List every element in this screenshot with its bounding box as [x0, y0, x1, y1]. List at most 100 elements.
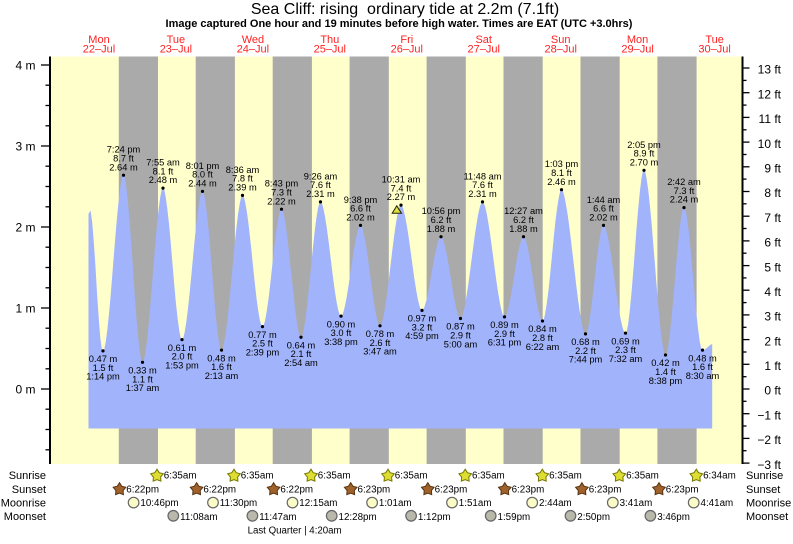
svg-text:0.61 m: 0.61 m [168, 343, 197, 353]
svg-text:28–Jul: 28–Jul [544, 44, 576, 56]
svg-text:2.31 m: 2.31 m [306, 189, 335, 199]
svg-text:Wed: Wed [242, 34, 264, 46]
svg-text:6.6 ft: 6.6 ft [593, 204, 614, 214]
svg-text:11 ft: 11 ft [759, 112, 782, 126]
svg-text:1:14 pm: 1:14 pm [86, 372, 120, 382]
svg-text:2.02 m: 2.02 m [346, 213, 375, 223]
svg-text:5 ft: 5 ft [764, 260, 781, 274]
svg-text:2.6 ft: 2.6 ft [370, 338, 391, 348]
svg-text:29–Jul: 29–Jul [621, 44, 653, 56]
svg-text:6:35am: 6:35am [395, 471, 428, 482]
svg-text:3.0 ft: 3.0 ft [331, 328, 352, 338]
svg-text:Fri: Fri [400, 34, 413, 46]
svg-text:1:59pm: 1:59pm [498, 512, 531, 523]
svg-text:12 ft: 12 ft [758, 87, 782, 101]
svg-text:6:23pm: 6:23pm [435, 485, 468, 496]
svg-text:1:44 am: 1:44 am [587, 195, 621, 205]
svg-text:7 ft: 7 ft [764, 211, 781, 225]
svg-text:2.44 m: 2.44 m [188, 179, 217, 189]
svg-text:8.1 ft: 8.1 ft [551, 168, 572, 178]
svg-text:7.3 ft: 7.3 ft [674, 186, 695, 196]
svg-text:8.0 ft: 8.0 ft [192, 170, 213, 180]
svg-text:8.9 ft: 8.9 ft [634, 149, 655, 159]
svg-text:12:28pm: 12:28pm [339, 512, 377, 523]
svg-text:1:51am: 1:51am [459, 498, 492, 509]
svg-text:11:48 am: 11:48 am [463, 171, 501, 181]
svg-text:3:41am: 3:41am [620, 498, 653, 509]
svg-text:6.2 ft: 6.2 ft [513, 215, 534, 225]
svg-text:10:31 am: 10:31 am [382, 175, 421, 185]
svg-text:4:59 pm: 4:59 pm [405, 331, 439, 341]
svg-text:7:44 pm: 7:44 pm [569, 355, 603, 365]
svg-text:6:35am: 6:35am [626, 471, 659, 482]
svg-text:Sun: Sun [551, 34, 571, 46]
svg-text:10:46pm: 10:46pm [140, 498, 178, 509]
svg-text:Sea Cliff: rising ordinary ti: Sea Cliff: rising ordinary tide at 2.2m … [251, 1, 559, 18]
svg-text:1:53 pm: 1:53 pm [165, 360, 199, 370]
svg-text:24–Jul: 24–Jul [237, 44, 269, 56]
svg-text:3 ft: 3 ft [764, 310, 781, 324]
svg-text:6:22pm: 6:22pm [203, 485, 236, 496]
svg-text:3.2 ft: 3.2 ft [412, 322, 433, 332]
svg-text:6:35am: 6:35am [472, 471, 505, 482]
svg-text:1.5 ft: 1.5 ft [93, 363, 114, 373]
svg-text:6:35am: 6:35am [318, 471, 351, 482]
svg-text:2.2 ft: 2.2 ft [575, 346, 596, 356]
svg-text:8 ft: 8 ft [764, 186, 781, 200]
svg-text:Image captured One hour and 19: Image captured One hour and 19 minutes b… [166, 18, 633, 30]
svg-text:2.02 m: 2.02 m [589, 213, 618, 223]
svg-text:−2 ft: −2 ft [757, 433, 781, 447]
svg-text:9:38 pm: 9:38 pm [344, 195, 378, 205]
svg-text:2.1 ft: 2.1 ft [291, 349, 312, 359]
svg-text:6:22pm: 6:22pm [280, 485, 313, 496]
svg-text:6:31 pm: 6:31 pm [488, 338, 522, 348]
svg-text:6 ft: 6 ft [764, 236, 781, 250]
svg-text:Moonset: Moonset [746, 511, 788, 523]
svg-text:8.7 ft: 8.7 ft [113, 154, 134, 164]
svg-text:30–Jul: 30–Jul [698, 44, 730, 56]
svg-text:1.6 ft: 1.6 ft [211, 362, 232, 372]
svg-text:26–Jul: 26–Jul [391, 44, 423, 56]
svg-text:1 ft: 1 ft [764, 359, 781, 373]
svg-text:2.9 ft: 2.9 ft [494, 329, 515, 339]
svg-text:2:44am: 2:44am [539, 498, 572, 509]
svg-text:0.48 m: 0.48 m [688, 353, 717, 363]
svg-text:9:26 am: 9:26 am [304, 171, 338, 181]
svg-text:12:15am: 12:15am [299, 498, 337, 509]
svg-text:−3 ft: −3 ft [757, 458, 781, 472]
svg-text:13 ft: 13 ft [758, 63, 782, 77]
svg-text:2.8 ft: 2.8 ft [532, 333, 553, 343]
svg-text:4:41am: 4:41am [701, 498, 734, 509]
svg-text:25–Jul: 25–Jul [314, 44, 346, 56]
svg-text:10 ft: 10 ft [758, 137, 782, 151]
svg-text:Mon: Mon [88, 34, 109, 46]
svg-text:0.90 m: 0.90 m [327, 319, 356, 329]
svg-text:10:56 pm: 10:56 pm [422, 206, 461, 216]
svg-text:6:34am: 6:34am [703, 471, 736, 482]
svg-text:Sunrise: Sunrise [9, 470, 46, 482]
svg-text:6:22pm: 6:22pm [126, 485, 159, 496]
svg-text:7.8 ft: 7.8 ft [232, 174, 253, 184]
svg-text:0.33 m: 0.33 m [128, 366, 157, 376]
svg-text:6:35am: 6:35am [549, 471, 582, 482]
svg-text:0.42 m: 0.42 m [651, 358, 680, 368]
svg-text:1:01am: 1:01am [379, 498, 412, 509]
svg-text:6:23pm: 6:23pm [666, 485, 699, 496]
svg-text:2.48 m: 2.48 m [149, 175, 178, 185]
svg-text:0.84 m: 0.84 m [528, 324, 557, 334]
svg-text:4 m: 4 m [15, 59, 35, 73]
svg-text:0.64 m: 0.64 m [287, 340, 316, 350]
svg-text:Sunset: Sunset [12, 484, 46, 496]
svg-text:1.88 m: 1.88 m [427, 224, 456, 234]
svg-text:Sat: Sat [475, 34, 492, 46]
svg-text:2:39 pm: 2:39 pm [246, 347, 280, 357]
svg-text:2:50pm: 2:50pm [577, 512, 610, 523]
svg-text:Moonset: Moonset [4, 511, 46, 523]
svg-text:22–Jul: 22–Jul [83, 44, 115, 56]
svg-text:Tue: Tue [705, 34, 724, 46]
svg-text:1.6 ft: 1.6 ft [692, 362, 713, 372]
svg-text:3:46pm: 3:46pm [657, 512, 690, 523]
svg-text:−1 ft: −1 ft [757, 408, 781, 422]
svg-text:0 ft: 0 ft [764, 384, 781, 398]
svg-text:1.1 ft: 1.1 ft [132, 374, 153, 384]
